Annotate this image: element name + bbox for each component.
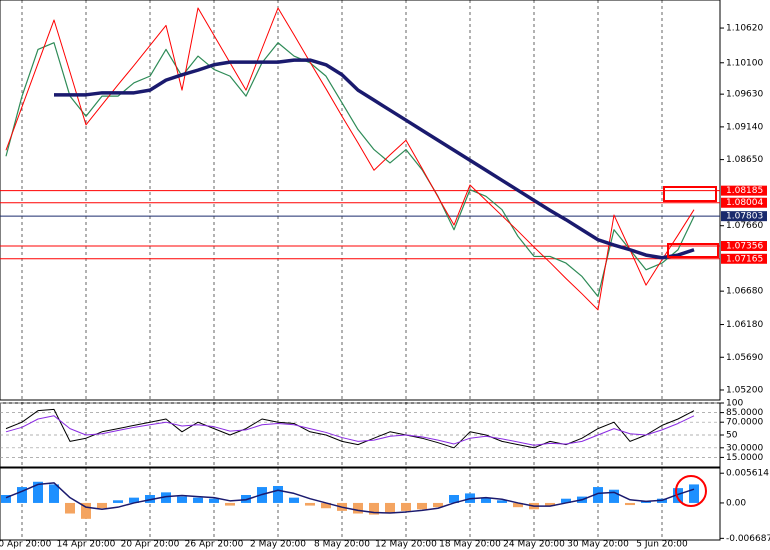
x-tick-label: 10 Apr 20:00 [0, 540, 52, 550]
y-tick-label: 1.07660 [726, 221, 763, 231]
x-tick-label: 20 Apr 20:00 [121, 540, 180, 550]
histogram-bar [513, 502, 523, 508]
y-tick-label: 0.005614 [726, 469, 769, 479]
histogram-bar [177, 496, 187, 503]
y-tick-label: 1.06180 [726, 320, 763, 330]
histogram-bar [129, 497, 139, 503]
series-line [54, 58, 695, 260]
histogram-bar [497, 500, 507, 503]
series-line [5, 482, 695, 514]
histogram-bar [369, 502, 379, 515]
histogram-bar [81, 502, 91, 519]
histogram-bar [289, 497, 299, 503]
histogram-bar [33, 481, 43, 503]
y-tick-label: -0.006687 [726, 534, 770, 544]
level-label: 1.07803 [726, 212, 763, 222]
y-tick-label: 1.05690 [726, 353, 763, 363]
histogram-bar [561, 498, 571, 503]
x-tick-label: 26 Apr 20:00 [185, 540, 244, 550]
histogram-bar [641, 501, 651, 503]
x-tick-label: 14 Apr 20:00 [57, 540, 116, 550]
level-label-bg [721, 211, 767, 222]
y-tick-label: 1.10100 [726, 58, 763, 68]
series-line [5, 415, 695, 446]
histogram-bar [65, 502, 75, 514]
series-line [5, 408, 695, 449]
y-tick-label: 50 [726, 431, 738, 441]
histogram-bar [193, 497, 203, 503]
histogram-bar [545, 502, 555, 507]
y-tick-label: 0.00 [726, 498, 746, 508]
histogram-bar [49, 484, 59, 503]
x-tick-label: 12 May 20:00 [375, 540, 437, 550]
highlight-box [667, 243, 719, 258]
y-tick-label: 100 [726, 399, 743, 409]
y-tick-label: 30.0000 [726, 443, 763, 453]
highlight-box [663, 186, 717, 202]
highlight-circle [675, 475, 707, 507]
histogram-bar [609, 489, 619, 503]
level-label: 1.07165 [726, 254, 763, 264]
histogram-bar [673, 488, 683, 503]
level-label-bg [721, 253, 767, 264]
y-tick-label: 1.09630 [726, 90, 763, 100]
histogram-bar [625, 502, 635, 506]
y-tick-label: 1.06680 [726, 287, 763, 297]
histogram-bar [113, 500, 123, 503]
histogram-bar [433, 502, 443, 508]
x-tick-label: 18 May 20:00 [439, 540, 501, 550]
level-label-bg [721, 197, 767, 208]
histogram-bar [17, 487, 27, 503]
price-pane [0, 0, 721, 401]
level-label: 1.08185 [726, 186, 763, 196]
x-tick-label: 30 May 20:00 [567, 540, 629, 550]
histogram-bar [273, 486, 283, 503]
y-tick-label: 1.08650 [726, 155, 763, 165]
series-line [5, 7, 695, 311]
histogram-bar [305, 502, 315, 506]
y-tick-label: 70.0000 [726, 418, 763, 428]
y-tick-label: 85.0000 [726, 408, 763, 418]
x-tick-label: 5 Jun 20:00 [636, 540, 688, 550]
histogram-bar [321, 502, 331, 509]
level-label-bg [721, 241, 767, 252]
level-label: 1.07356 [726, 242, 763, 252]
histogram-bar [689, 484, 699, 503]
y-tick-label: 1.09140 [726, 122, 763, 132]
histogram-bar [97, 502, 107, 509]
histogram-bar [593, 487, 603, 503]
histogram-bar [449, 495, 459, 503]
histogram-bar [401, 502, 411, 511]
x-tick-label: 2 May 20:00 [250, 540, 306, 550]
histogram-bar [481, 497, 491, 503]
y-tick-label: 15.0000 [726, 453, 763, 463]
histogram-bar [161, 492, 171, 503]
histogram-bar [417, 502, 427, 510]
histogram-bar [145, 495, 155, 503]
x-tick-label: 24 May 20:00 [503, 540, 565, 550]
histogram-bar [353, 502, 363, 514]
histogram-bar [1, 495, 11, 503]
histogram-bar [225, 502, 235, 506]
level-label: 1.08004 [726, 198, 763, 208]
histogram-bar [385, 502, 395, 514]
x-tick-label: 8 May 20:00 [314, 540, 370, 550]
y-tick-label: 1.05200 [726, 385, 763, 395]
histogram-bar [209, 498, 219, 503]
level-label-bg [721, 185, 767, 196]
y-tick-label: 1.10620 [726, 24, 763, 34]
